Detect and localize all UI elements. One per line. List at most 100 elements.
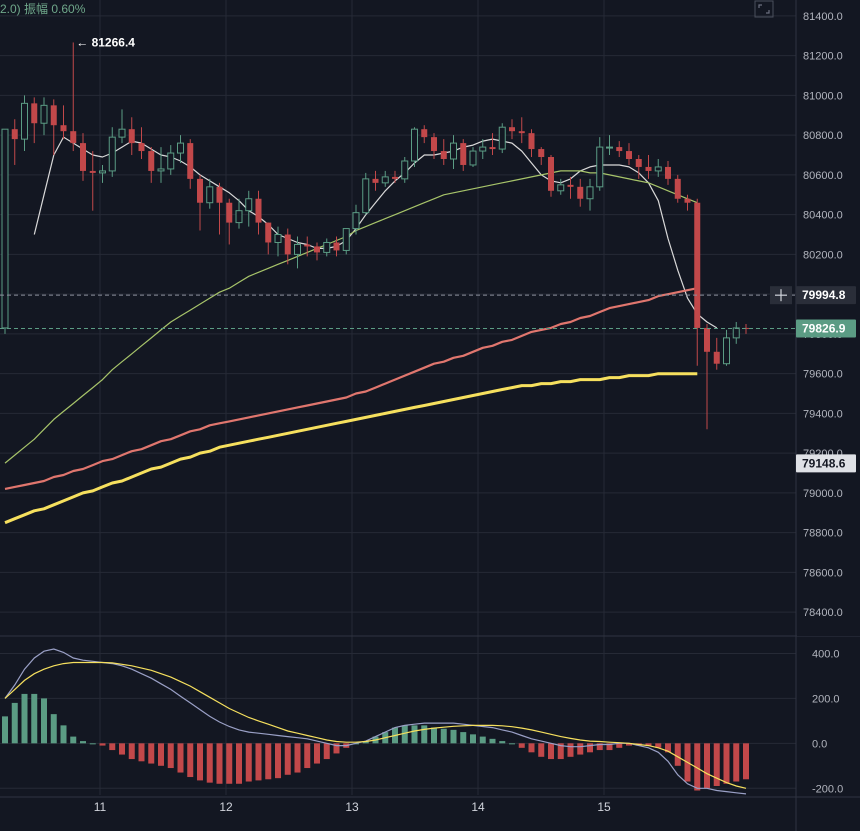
candle-body	[440, 151, 447, 159]
histogram-bar	[333, 743, 340, 754]
price-tag-bg	[796, 454, 856, 473]
histogram-bar	[421, 725, 428, 744]
candle-body	[118, 128, 126, 138]
candle-body	[450, 142, 457, 160]
histogram-bar	[89, 743, 96, 745]
candle	[138, 127, 145, 159]
candle-body	[586, 186, 594, 200]
histogram-bar	[294, 743, 301, 773]
histogram-bar	[548, 743, 554, 760]
candle-body	[1, 128, 9, 329]
time-axis[interactable]: 11 12 13 14 15	[94, 800, 611, 814]
histogram-bar	[206, 743, 213, 783]
price-tag-light: 79148.6	[796, 454, 856, 473]
histogram-bar	[450, 729, 457, 744]
candle-body	[635, 159, 642, 167]
candle-body	[469, 150, 477, 166]
candle-body	[518, 131, 525, 134]
candle-body	[694, 202, 701, 328]
candle	[509, 119, 515, 140]
candle	[469, 147, 477, 167]
candle	[284, 228, 291, 265]
candle-body	[128, 129, 135, 144]
histogram-bar	[479, 736, 486, 744]
candle	[372, 170, 379, 191]
candle-body	[50, 105, 57, 126]
ma-line-0	[33, 136, 718, 329]
histogram-bar	[362, 741, 369, 744]
candle-body	[342, 228, 350, 251]
ma-line-2	[4, 287, 698, 490]
histogram-bar	[431, 727, 437, 744]
candle	[538, 147, 545, 165]
candle-body	[206, 186, 214, 204]
histogram-bar	[216, 743, 223, 784]
histogram-bar	[109, 743, 116, 751]
candle-body	[167, 152, 175, 170]
histogram-bar	[119, 743, 125, 755]
candle-body	[60, 125, 67, 132]
price-tick-label: 81000.0	[803, 90, 843, 102]
candle	[654, 159, 662, 177]
candle-body	[411, 128, 418, 162]
price-tick-label: 80800.0	[803, 130, 843, 142]
histogram-bar	[518, 743, 525, 748]
candle	[323, 238, 331, 257]
price-tag-label: 79826.9	[802, 322, 846, 336]
candle	[118, 109, 126, 144]
candle	[577, 178, 584, 207]
histogram-bar	[41, 698, 47, 744]
candle-body	[674, 178, 681, 199]
macd-axis[interactable]: 400.0 200.0 0.0 -200.0	[812, 648, 843, 795]
amplitude-header: 2.0) 振幅 0.60%	[0, 2, 86, 16]
candle	[80, 133, 86, 181]
candle	[635, 155, 642, 179]
histogram-bar	[304, 743, 311, 769]
candle	[1, 128, 9, 334]
candle-body	[372, 178, 379, 183]
candle-body	[421, 129, 428, 138]
candle	[704, 323, 710, 430]
candle	[11, 119, 18, 165]
fullscreen-icon[interactable]	[754, 0, 774, 18]
price-axis[interactable]: 81400.0 81200.0 81000.0 80800.0 80600.0 80400…	[770, 0, 860, 636]
candle-body	[304, 244, 311, 247]
histogram-bar	[255, 743, 262, 781]
candle-body	[392, 176, 398, 179]
candle-body	[460, 143, 467, 165]
date-tick-label: 15	[597, 800, 611, 814]
candle-body	[31, 103, 38, 124]
candle	[626, 143, 632, 165]
candle	[411, 127, 418, 167]
candlesticks	[1, 42, 749, 430]
candle-body	[157, 168, 165, 172]
candle	[460, 139, 467, 171]
candle	[713, 337, 720, 370]
candle-body	[235, 210, 243, 224]
histogram-bar	[50, 714, 57, 744]
candle	[732, 321, 740, 344]
candle	[489, 133, 496, 156]
candle	[99, 164, 106, 183]
plus-icon	[770, 286, 792, 305]
candle	[31, 97, 38, 144]
candle	[167, 145, 175, 175]
macd-tick-label: -200.0	[812, 783, 843, 795]
candle-body	[616, 147, 623, 152]
histogram-bar	[138, 743, 145, 762]
macd-tick-label: 0.0	[812, 738, 827, 750]
candle	[294, 236, 301, 269]
histogram-bar	[11, 702, 18, 744]
price-tag-label: 79148.6	[802, 456, 846, 470]
price-axis-bg	[797, 0, 860, 636]
price-tick-label: 79000.0	[803, 488, 843, 500]
candle	[498, 123, 506, 154]
candle	[108, 127, 116, 177]
candle	[314, 242, 320, 261]
histogram-bar	[704, 743, 710, 789]
candle	[421, 125, 428, 144]
histogram-bar	[187, 743, 194, 778]
candle	[197, 174, 203, 231]
